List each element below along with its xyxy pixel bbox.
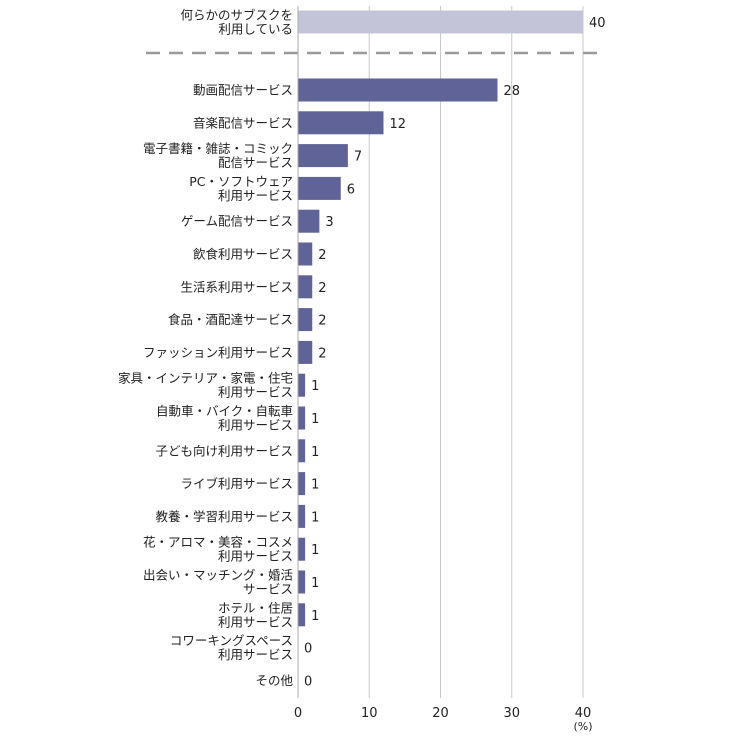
bar <box>298 242 313 266</box>
category-label: 電子書籍・雑誌・コミック <box>143 141 293 156</box>
bar <box>298 373 306 397</box>
unit-label: (%) <box>573 720 592 733</box>
category-label: 生活系利用サービス <box>180 279 293 294</box>
category-label: 利用サービス <box>218 614 293 629</box>
data-label: 1 <box>311 576 319 591</box>
category-label: 動画配信サービス <box>193 83 293 98</box>
data-label: 2 <box>318 281 326 296</box>
category-label: 飲食利用サービス <box>193 247 293 262</box>
category-label: 食品・酒配達サービス <box>168 312 293 327</box>
x-tick-label: 0 <box>294 706 302 721</box>
bar <box>298 176 341 200</box>
category-label: 花・アロマ・美容・コスメ <box>143 535 293 550</box>
data-label: 1 <box>311 478 319 493</box>
data-label: 6 <box>347 182 355 197</box>
x-tick-label: 10 <box>361 706 378 721</box>
category-label: 配信サービス <box>218 155 293 170</box>
bar <box>298 111 384 135</box>
category-label: 何らかのサブスクを <box>180 8 293 23</box>
bar <box>298 537 306 561</box>
x-tick-label: 40 <box>575 706 592 721</box>
x-tick-label: 20 <box>432 706 449 721</box>
category-label: ゲーム配信サービス <box>181 214 293 229</box>
data-label: 2 <box>318 346 326 361</box>
data-label: 3 <box>325 215 333 230</box>
bar <box>298 340 313 364</box>
bar <box>298 275 313 299</box>
bar <box>298 10 583 34</box>
category-label: 音楽配信サービス <box>193 115 293 130</box>
category-label: コワーキングスペース <box>170 633 293 648</box>
category-label: 利用サービス <box>218 647 293 662</box>
bar <box>298 504 306 528</box>
data-label: 0 <box>304 674 312 689</box>
data-label: 1 <box>311 445 319 460</box>
bar <box>298 406 306 430</box>
category-label: 家具・インテリア・家電・住宅 <box>118 371 293 386</box>
bar <box>298 472 306 496</box>
data-label: 1 <box>311 412 319 427</box>
data-label: 1 <box>311 379 319 394</box>
data-label: 1 <box>311 609 319 624</box>
category-label: サービス <box>243 582 293 597</box>
bar <box>298 570 306 594</box>
category-label: 利用サービス <box>218 549 293 564</box>
data-label: 7 <box>354 150 362 165</box>
category-label: ファッション利用サービス <box>143 345 293 360</box>
data-label: 2 <box>318 314 326 329</box>
category-label: PC・ソフトウェア <box>189 174 293 189</box>
data-label: 28 <box>504 84 521 99</box>
category-label: 子ども向け利用サービス <box>155 443 293 458</box>
category-label: 教養・学習利用サービス <box>155 509 293 524</box>
data-label: 12 <box>390 117 407 132</box>
bar <box>298 603 306 627</box>
x-tick-label: 30 <box>503 706 520 721</box>
data-label: 1 <box>311 543 319 558</box>
category-label: ライブ利用サービス <box>180 476 293 491</box>
bar <box>298 308 313 332</box>
bar <box>298 439 306 463</box>
data-label: 40 <box>589 16 606 31</box>
data-label: 1 <box>311 510 319 525</box>
category-label: ホテル・住居 <box>218 600 293 615</box>
bar <box>298 209 320 233</box>
data-label: 0 <box>304 642 312 657</box>
category-label: 出会い・マッチング・婚活 <box>143 568 293 583</box>
category-label: 自動車・バイク・自転車 <box>156 404 293 419</box>
bar <box>298 144 348 168</box>
bar <box>298 78 498 102</box>
category-label: 利用サービス <box>218 418 293 433</box>
category-label: 利用サービス <box>218 188 293 203</box>
category-label: 利用サービス <box>218 385 293 400</box>
data-label: 2 <box>318 248 326 263</box>
category-label: その他 <box>255 673 293 688</box>
category-label: 利用している <box>218 22 293 37</box>
